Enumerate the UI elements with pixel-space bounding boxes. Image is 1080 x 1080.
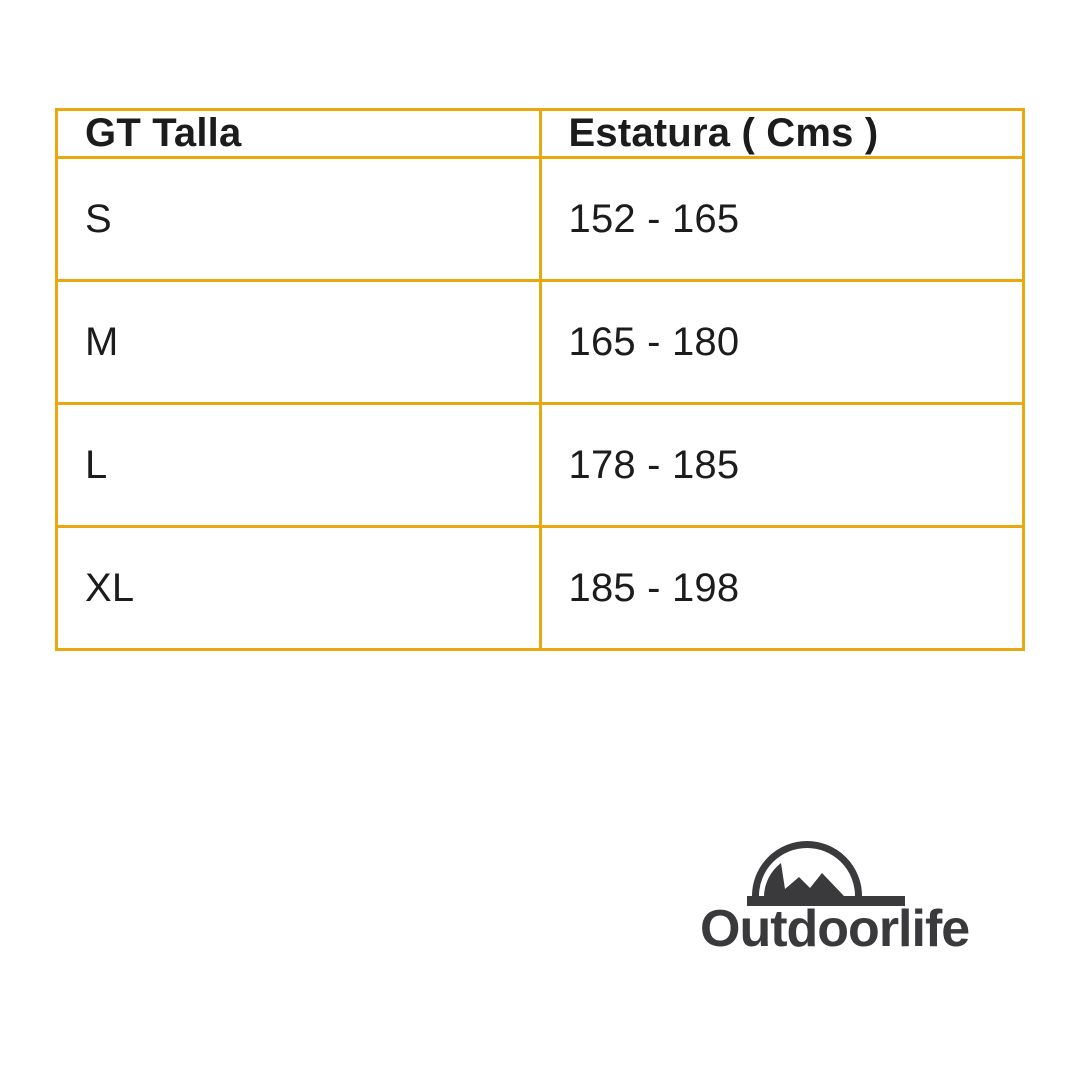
column-header-height: Estatura ( Cms ) [538, 108, 1025, 159]
table-row: XL 185 - 198 [55, 525, 1025, 651]
column-header-size: GT Talla [55, 108, 542, 159]
brand-logo: Outdoorlife [700, 840, 970, 958]
table-row: L 178 - 185 [55, 402, 1025, 528]
table-row: S 152 - 165 [55, 156, 1025, 282]
brand-wordmark: Outdoorlife [700, 900, 970, 958]
size-chart-body: S 152 - 165 M 165 - 180 L 178 - 185 XL 1… [55, 156, 1025, 651]
header-row: GT Talla Estatura ( Cms ) [55, 108, 1025, 159]
height-cell: 165 - 180 [538, 279, 1025, 405]
height-cell: 185 - 198 [538, 525, 1025, 651]
size-chart-header: GT Talla Estatura ( Cms ) [55, 108, 1025, 159]
size-cell: S [55, 156, 542, 282]
size-chart-table: GT Talla Estatura ( Cms ) S 152 - 165 M … [55, 108, 1025, 651]
size-cell: XL [55, 525, 542, 651]
height-cell: 152 - 165 [538, 156, 1025, 282]
height-cell: 178 - 185 [538, 402, 1025, 528]
mountain-arch-icon [747, 841, 905, 906]
size-cell: L [55, 402, 542, 528]
size-cell: M [55, 279, 542, 405]
table-row: M 165 - 180 [55, 279, 1025, 405]
